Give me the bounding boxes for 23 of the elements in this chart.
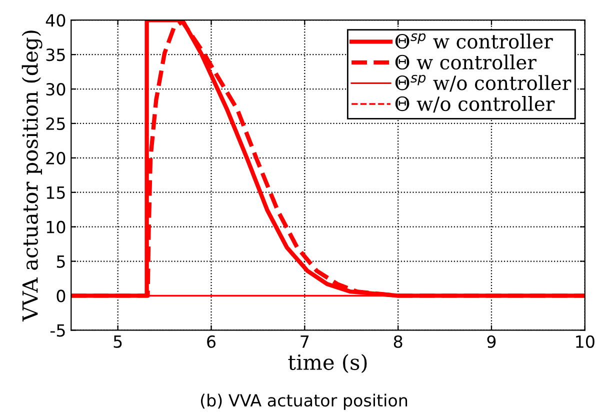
legend-label: Θ$^{sp}$ w/o controller [395,74,572,92]
x-tick-label: 5 [114,336,122,348]
y-axis-title: VVA actuator position (deg) [22,30,42,322]
x-tick-label: 7 [300,336,309,348]
x-tick-label: 9 [487,335,496,348]
x-tick-label: 10 [576,335,594,348]
y-tick-label: 5 [56,255,65,268]
y-tick-label: 10 [46,220,66,234]
y-tick-label: 15 [46,186,65,199]
y-tick-label: 0 [56,290,66,302]
y-tick-label: 40 [46,14,66,27]
y-tick-label: -5 [50,324,65,337]
x-tick-label: 6 [207,335,216,348]
legend-label: Θ w/o controller [395,96,555,113]
legend-label: Θ$^{sp}$ w controller [395,33,553,49]
y-tick-label: 25 [46,117,65,130]
y-tick-label: 30 [46,82,66,96]
text: (b) VVA actuator position [200,394,408,410]
x-axis-title: time (s) [288,354,367,374]
y-tick-label: 35 [46,48,65,62]
y-tick-label: 20 [46,152,66,164]
x-tick-label: 8 [394,335,402,348]
legend-label: Θ w controller [395,54,536,70]
